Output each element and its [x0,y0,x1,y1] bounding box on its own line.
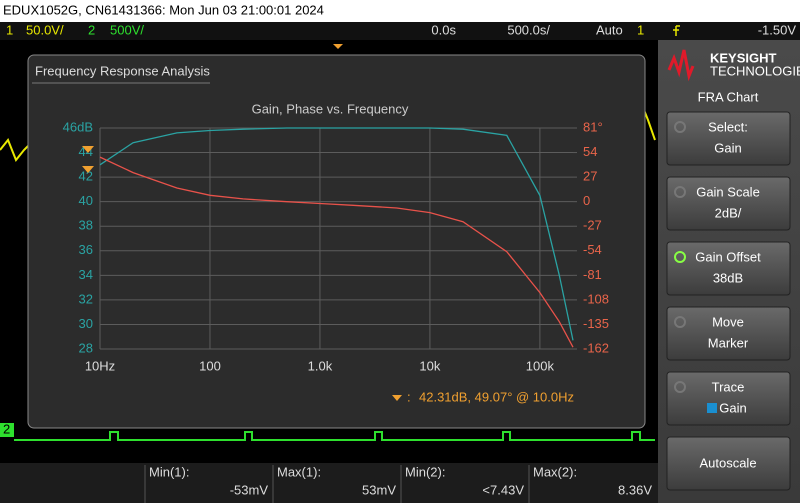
ch1-scale: 50.0V/ [26,22,64,37]
series-line [99,127,574,341]
y-tick-label: 28 [79,340,93,355]
softkey[interactable] [666,241,791,296]
y2-tick-label: -135 [583,316,609,331]
y2-tick-label: 81° [583,119,603,134]
measurements: Min(1): -53mV Max(1): 53mV Min(2): <7.43V Max(… [144,464,652,503]
measurement-bar [0,463,658,503]
trigger-mode: Auto [596,22,623,37]
softkey-value: 2dB/ [715,205,742,220]
readout-marker [392,395,402,401]
ch1-label: 1 [6,22,13,37]
y2-tick-label: -54 [583,242,602,257]
trigger-icon [673,25,680,36]
softkey-value: 38dB [713,270,743,285]
y-tick-label: 30 [79,316,93,331]
y2-tick-label: -27 [583,218,602,233]
window-title: EDUX1052G, CN61431366: Mon Jun 03 21:00:… [3,2,324,17]
y2-tick-label: 27 [583,169,597,184]
y2-tick-label: -108 [583,291,609,306]
y2-tick-label: -162 [583,340,609,355]
x-tick-label: 10Hz [85,358,115,373]
softkey-label: Gain Scale [696,184,760,199]
x-tick-label: 10k [419,358,440,373]
y-tick-label: 34 [79,267,93,282]
ch1-trace [0,138,29,162]
softkey-label: Gain Offset [695,249,761,264]
status-bar-right [658,22,800,40]
menu-title: FRA Chart [698,89,759,104]
softkey-value: Gain [714,140,741,155]
phase-marker [82,166,94,173]
softkey[interactable] [666,371,791,426]
y2-tick-label: 0 [583,193,590,208]
brand: KEYSIGHT [710,50,777,65]
softkey-label: Autoscale [699,455,756,470]
ch2-ground-marker [0,423,14,437]
x-tick-label: 100 [199,358,221,373]
softkeys: Select: Gain Gain Scale 2dB/Gain Offset 38dB… [666,111,791,491]
series-line [99,156,574,348]
y2-tick-label: -81 [583,267,602,282]
title-bar [0,0,800,22]
trigger-level: -1.50V [758,22,797,37]
ch2-trace [14,431,655,441]
measurement-label: Max(2): [533,464,577,479]
softkey-value: Gain [719,400,746,415]
plot: 10Hz 100 1.0k 10k 100k28303234363840424446dB… [63,119,609,373]
measurement-value: <7.43V [482,482,524,497]
gain-marker [82,146,94,153]
measurement-value: 53mV [362,482,396,497]
measurement-label: Min(1): [149,464,189,479]
trace-swatch [707,403,717,413]
softkey[interactable] [666,436,791,491]
y-tick-label: 40 [79,193,93,208]
softkey-icon [674,121,686,133]
brand-sub: TECHNOLOGIES [710,63,800,78]
softkey-label: Select: [708,119,748,134]
y-tick-label: 38 [79,218,93,233]
ch2-ground-label: 2 [3,421,10,436]
softkey[interactable] [666,176,791,231]
softkey-icon [674,186,686,198]
measurement-label: Min(2): [405,464,445,479]
y-tick-label: 32 [79,291,93,306]
softkey-label: Trace [712,379,745,394]
y-tick-label: 42 [79,169,93,184]
softkey-icon [674,251,686,263]
softkey[interactable] [666,111,791,166]
time-ref-marker [333,44,343,49]
measurement-value: -53mV [230,482,269,497]
softkey-label: Move [712,314,744,329]
fra-dialog [27,54,646,429]
softkey-icon [674,316,686,328]
softkey[interactable] [666,306,791,361]
x-tick-label: 100k [526,358,555,373]
trigger-source: 1 [637,22,644,37]
chart-title: Gain, Phase vs. Frequency [252,101,409,116]
brand-logo [667,49,695,82]
dialog-title: Frequency Response Analysis [35,63,210,78]
time-offset: 0.0s [431,22,456,37]
measurement-value: 8.36V [618,482,652,497]
readout-colon: : [407,389,411,404]
y-tick-label: 36 [79,242,93,257]
softkey-value: Marker [708,335,749,350]
y-tick-label: 46dB [63,119,93,134]
time-scale: 500.0s/ [507,22,550,37]
ch2-label: 2 [88,22,95,37]
ch2-scale: 500V/ [110,22,144,37]
measurement-label: Max(1): [277,464,321,479]
x-tick-label: 1.0k [308,358,333,373]
status-bar [0,22,658,40]
y2-tick-label: 54 [583,144,597,159]
softkey-icon [674,381,686,393]
marker-readout: 42.31dB, 49.07° @ 10.0Hz [419,389,574,404]
